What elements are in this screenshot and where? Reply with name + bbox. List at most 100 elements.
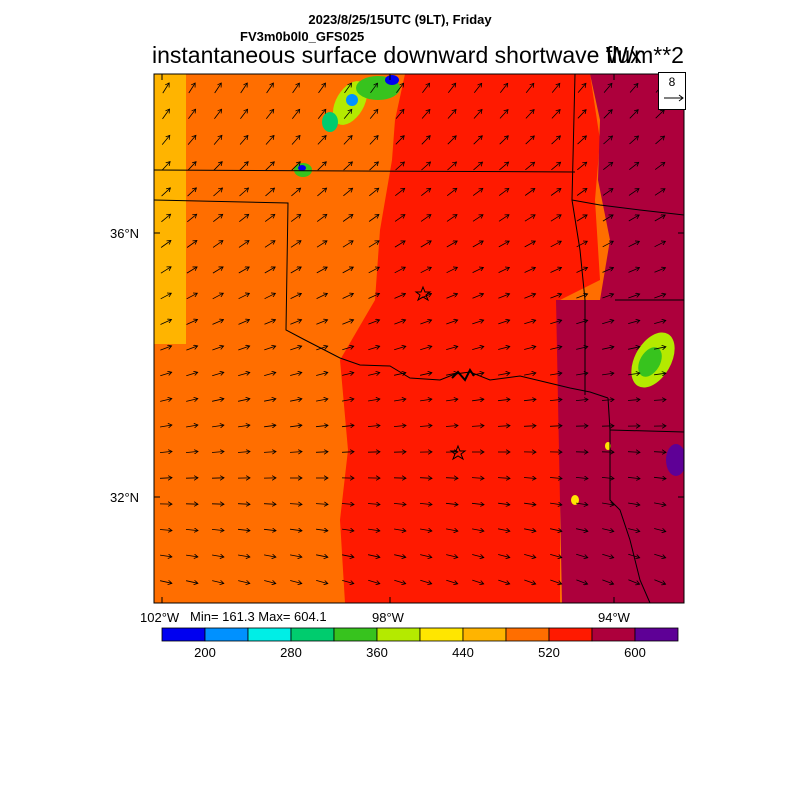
wind-vector <box>160 346 171 351</box>
wind-vector <box>654 241 666 248</box>
wind-vector <box>628 503 640 505</box>
wind-vector <box>575 477 588 478</box>
wind-vector <box>603 83 612 93</box>
wind-vector <box>368 215 379 222</box>
wind-vector <box>290 241 301 248</box>
wind-vector <box>498 241 509 248</box>
wind-vector <box>550 215 561 222</box>
wind-vector <box>186 425 198 427</box>
wind-vector <box>523 478 536 479</box>
wind-vector <box>290 425 302 427</box>
wind-vector <box>264 372 276 376</box>
wind-vector <box>602 189 613 196</box>
wind-vector <box>316 346 327 351</box>
wind-vector <box>290 399 302 401</box>
wind-vector <box>264 320 276 325</box>
wind-vector <box>524 215 535 222</box>
wind-vector <box>316 373 328 376</box>
wind-vector <box>264 293 276 300</box>
wind-vector <box>601 477 614 478</box>
model-line: FV3m0b0l0_GFS025 <box>240 29 365 44</box>
wind-vector <box>214 83 222 94</box>
wind-vector <box>161 135 170 145</box>
wind-vector <box>446 529 458 531</box>
wind-vector <box>162 83 169 94</box>
wind-vector <box>160 399 172 402</box>
wind-vector <box>629 162 638 171</box>
wind-vector <box>471 503 484 504</box>
wind-vector <box>524 189 535 196</box>
wind-vector <box>472 267 484 273</box>
wind-vector <box>186 372 197 377</box>
wind-vector <box>473 83 481 93</box>
wind-vector <box>525 110 534 119</box>
wind-vector <box>291 188 300 197</box>
wind-vector <box>187 135 196 145</box>
wind-vector <box>186 346 197 351</box>
wind-vector <box>420 346 432 351</box>
wind-vector <box>420 320 431 325</box>
wind-vector <box>447 83 455 94</box>
wind-vector <box>238 425 250 427</box>
wind-vector <box>342 267 354 274</box>
wind-vector <box>525 162 534 171</box>
wind-vector <box>654 528 666 532</box>
wind-vector <box>160 293 172 300</box>
state-borders <box>154 74 684 603</box>
wind-vector <box>367 504 380 505</box>
wind-vector <box>342 241 353 248</box>
wind-vector <box>653 452 666 453</box>
wind-vector <box>551 162 560 171</box>
wind-vector <box>524 503 536 505</box>
wind-vector <box>628 529 640 532</box>
wind-vector <box>368 555 380 558</box>
wind-vector <box>628 215 639 222</box>
wind-vector <box>473 136 483 145</box>
colorbar-label: 600 <box>624 645 646 660</box>
wind-vector <box>292 83 300 94</box>
wind-vector <box>315 504 328 505</box>
wind-vector <box>265 188 275 197</box>
wind-vector <box>577 83 586 93</box>
wind-vector <box>420 215 431 222</box>
wind-vector <box>523 399 536 400</box>
wind-vector <box>654 189 665 196</box>
wind-vector <box>576 579 587 584</box>
wind-vector <box>396 83 403 94</box>
wind-vector <box>654 373 666 375</box>
wind-vector <box>159 478 172 479</box>
field-band-yellow-west <box>154 74 186 344</box>
wind-vector <box>499 136 509 145</box>
wind-vector <box>654 553 665 558</box>
wind-vector <box>237 504 250 505</box>
wind-vector <box>238 267 249 274</box>
wind-vector <box>446 399 458 401</box>
wind-vector <box>368 346 379 351</box>
wind-vector <box>524 347 536 350</box>
wind-vector <box>499 162 508 171</box>
wind-vector <box>602 373 614 375</box>
wind-vector <box>654 215 665 222</box>
wind-vector <box>446 320 457 325</box>
wind-vector <box>551 83 560 93</box>
wind-vector <box>159 451 172 452</box>
wind-vector <box>160 241 171 248</box>
wind-vector <box>446 579 457 584</box>
wind-vector <box>214 109 221 120</box>
tick-marks <box>154 74 684 603</box>
wind-vector <box>368 294 380 299</box>
wind-vector <box>238 581 250 584</box>
wind-vector <box>212 293 224 300</box>
wind-vector <box>316 555 328 557</box>
wind-vector <box>318 83 326 94</box>
wind-vector <box>368 320 379 325</box>
wind-vector <box>342 294 354 299</box>
wind-vector <box>550 268 562 273</box>
wind-vector <box>602 529 614 532</box>
wind-vector <box>576 347 588 350</box>
wind-vector <box>576 189 587 196</box>
wind-vector <box>420 579 431 584</box>
wind-vector <box>551 136 561 145</box>
wind-vector <box>523 426 536 427</box>
